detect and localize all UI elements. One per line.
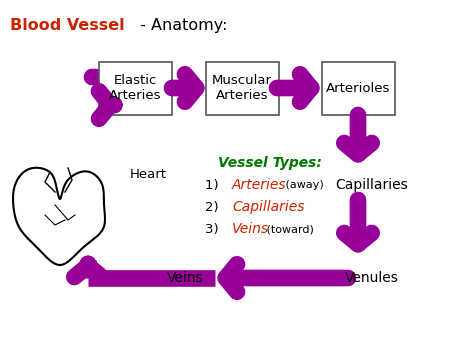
Text: Arterioles: Arterioles [326, 81, 390, 95]
Text: Capillaries: Capillaries [232, 200, 305, 214]
Text: Veins: Veins [232, 222, 269, 236]
Text: Veins: Veins [166, 271, 203, 285]
Text: 3): 3) [205, 222, 227, 236]
Text: Blood Vessel: Blood Vessel [10, 18, 125, 33]
FancyBboxPatch shape [99, 62, 171, 115]
Text: Arteries: Arteries [232, 178, 287, 192]
FancyBboxPatch shape [206, 62, 279, 115]
Text: 1): 1) [205, 178, 227, 192]
Text: Capillaries: Capillaries [336, 178, 409, 192]
Text: 2): 2) [205, 200, 227, 214]
Text: - Anatomy:: - Anatomy: [135, 18, 228, 33]
Text: Muscular
Arteries: Muscular Arteries [212, 74, 272, 102]
Text: (toward): (toward) [263, 224, 314, 234]
FancyBboxPatch shape [321, 62, 395, 115]
Text: (away): (away) [282, 180, 324, 190]
Text: Venules: Venules [345, 271, 399, 285]
Text: Heart: Heart [130, 169, 167, 182]
Text: Elastic
Arteries: Elastic Arteries [109, 74, 161, 102]
Text: Vessel Types:: Vessel Types: [218, 156, 322, 170]
